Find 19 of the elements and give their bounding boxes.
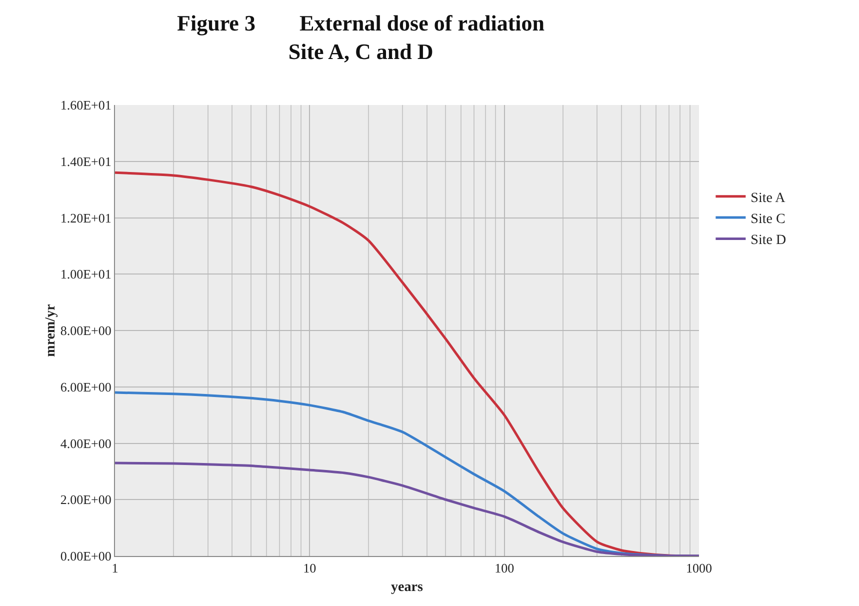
y-tick-label: 8.00E+00	[60, 323, 112, 338]
y-tick-label: 1.00E+01	[60, 266, 112, 282]
x-axis-title: years	[391, 580, 424, 595]
y-tick-label: 6.00E+00	[60, 379, 112, 394]
y-axis-title: mrem/yr	[43, 304, 58, 357]
y-tick-label: 4.00E+00	[60, 436, 112, 451]
x-tick-label: 100	[494, 560, 514, 576]
y-tick-label: 1.40E+01	[60, 154, 112, 169]
x-tick-label: 10	[303, 560, 316, 576]
legend-label: Site D	[750, 233, 786, 248]
x-tick-label: 1	[112, 560, 118, 576]
y-tick-label: 0.00E+00	[60, 548, 112, 564]
legend-label: Site A	[750, 190, 786, 206]
y-tick-label: 1.20E+01	[60, 210, 112, 226]
y-tick-label: 1.60E+01	[60, 98, 112, 113]
chart-title: Figure 3 External dose of radiation Site A, C and D	[177, 10, 545, 64]
legend-label: Site C	[750, 212, 786, 228]
x-tick-label: 1000	[686, 560, 712, 576]
y-tick-label: 2.00E+00	[60, 492, 112, 508]
